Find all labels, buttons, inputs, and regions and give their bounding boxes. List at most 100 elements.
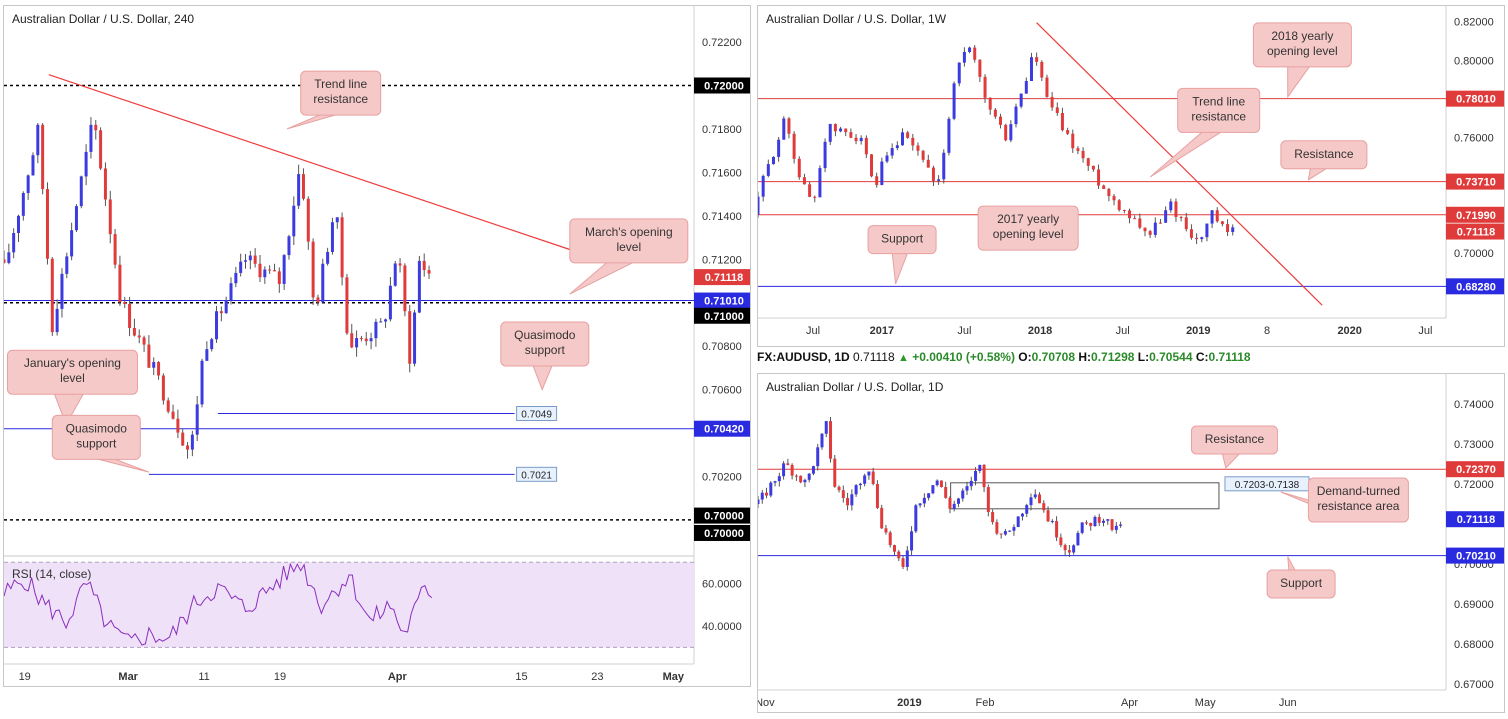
- callout-text: opening level: [1267, 44, 1338, 58]
- candle-body: [782, 463, 786, 477]
- candle-body: [1059, 537, 1063, 546]
- candle-body: [863, 475, 867, 484]
- d1-chart[interactable]: 0.740000.730000.720000.700000.690000.680…: [758, 374, 1505, 713]
- candle-body: [176, 418, 180, 433]
- callout-text: Demand-turned: [1317, 484, 1400, 498]
- time-tick-label: 2019: [897, 697, 921, 709]
- time-tick-label: Jul: [1418, 325, 1432, 337]
- candle-body: [311, 241, 315, 298]
- candle-body: [797, 158, 801, 178]
- candle-body: [384, 319, 388, 322]
- price-label-box: [694, 420, 750, 437]
- time-tick-label: 19: [19, 671, 31, 683]
- candle-body: [215, 311, 219, 340]
- candle-body: [1231, 227, 1235, 233]
- candle-body: [1060, 113, 1064, 131]
- candle-body: [914, 505, 918, 532]
- time-tick-label: 23: [591, 671, 603, 683]
- candle-body: [253, 255, 257, 264]
- candle-body: [777, 139, 781, 157]
- candle-body: [1038, 494, 1042, 504]
- demand-turned-resistance-zone: [950, 482, 1220, 510]
- candle-body: [190, 434, 194, 450]
- rsi-line: [4, 562, 433, 646]
- low-label: L:: [1137, 350, 1150, 364]
- price-label-box: [1446, 223, 1504, 240]
- callout-text: support: [76, 436, 117, 450]
- candle-body: [880, 507, 884, 529]
- h4-chart[interactable]: 0.72200 0.71800 0.71600 0.71400 0.71200 0.708…: [4, 6, 751, 687]
- candle-body: [374, 321, 378, 339]
- candle-body: [398, 263, 402, 266]
- candle-body: [1143, 227, 1147, 232]
- candle-body: [1003, 531, 1007, 535]
- candle-body: [21, 193, 25, 216]
- candle-body: [906, 132, 910, 138]
- candle-body: [1107, 188, 1111, 197]
- candle-body: [234, 272, 238, 284]
- candle-body: [841, 490, 845, 498]
- h4-chart-panel[interactable]: 0.72200 0.71800 0.71600 0.71400 0.71200 0.708…: [3, 5, 751, 687]
- candle-body: [369, 338, 373, 342]
- candle-body: [983, 76, 987, 98]
- d1-chart-panel[interactable]: 0.74000 0.73000 0.72000 0.70000 0.69000 0.680…: [757, 373, 1505, 713]
- time-tick-label: 2019: [1186, 325, 1210, 337]
- candle-body: [417, 260, 421, 313]
- candle-body: [926, 159, 930, 168]
- price-tick-label: 0.70800: [702, 341, 742, 353]
- candle-body: [108, 199, 112, 235]
- candle-body: [937, 179, 941, 181]
- candle-body: [859, 137, 863, 142]
- candle-body: [942, 152, 946, 180]
- time-tick-label: 2020: [1337, 325, 1361, 337]
- price-tick-label: 0.69000: [1454, 599, 1494, 611]
- candle-body: [1210, 210, 1214, 224]
- candle-body: [962, 51, 966, 63]
- candle-body: [890, 148, 894, 156]
- candle-body: [911, 137, 915, 146]
- candle-body: [55, 308, 59, 333]
- candle-body: [978, 59, 982, 77]
- candle-body: [844, 128, 848, 133]
- candle-body: [807, 473, 811, 480]
- time-tick-label: Apr: [1121, 697, 1138, 709]
- candle-body: [968, 47, 972, 52]
- candle-body: [761, 175, 765, 197]
- price-tick-label: 0.71200: [702, 254, 742, 266]
- callout-text: resistance area: [1317, 499, 1399, 513]
- candle-body: [277, 271, 281, 284]
- candle-body: [1072, 545, 1076, 553]
- w1-chart[interactable]: 0.82000 0.80000 0.76000 0.70000 Jul 2017 Jul 20…: [758, 6, 1505, 347]
- candle-body: [219, 311, 223, 314]
- time-tick-label: Jul: [806, 325, 820, 337]
- candle-body: [152, 362, 156, 368]
- price-label-text: 0.68280: [1456, 281, 1496, 293]
- candle-body: [961, 490, 965, 499]
- candle-body: [26, 175, 30, 194]
- candle-body: [1071, 133, 1075, 149]
- callout-box: [1307, 477, 1409, 523]
- candle-body: [355, 338, 359, 348]
- candle-body: [864, 137, 868, 155]
- candle-body: [248, 255, 252, 261]
- candle-body: [1205, 223, 1209, 238]
- price-tick-label: 0.71400: [702, 211, 742, 223]
- price-label-text: 0.71990: [1456, 210, 1496, 222]
- candle-body: [850, 494, 854, 506]
- price-label-box: [694, 292, 750, 309]
- price-label-box: [694, 269, 750, 286]
- time-tick-label: May: [1195, 697, 1216, 709]
- callout-text: resistance: [313, 92, 368, 106]
- callout-box: [977, 205, 1079, 251]
- candle-body: [142, 337, 146, 345]
- candle-body: [813, 196, 817, 198]
- rsi-tick-label: 60.0000: [702, 579, 742, 591]
- callout-pointer: [1149, 127, 1229, 178]
- candle-body: [1063, 545, 1067, 551]
- w1-chart-panel[interactable]: 0.82000 0.80000 0.76000 0.70000 Jul 2017 Jul 20…: [757, 5, 1505, 347]
- price-label-text: 0.70420: [704, 424, 744, 436]
- candle-body: [1009, 124, 1013, 141]
- candle-body: [84, 151, 88, 177]
- callout-text: Quasimodo: [66, 421, 128, 435]
- candle-body: [910, 531, 914, 551]
